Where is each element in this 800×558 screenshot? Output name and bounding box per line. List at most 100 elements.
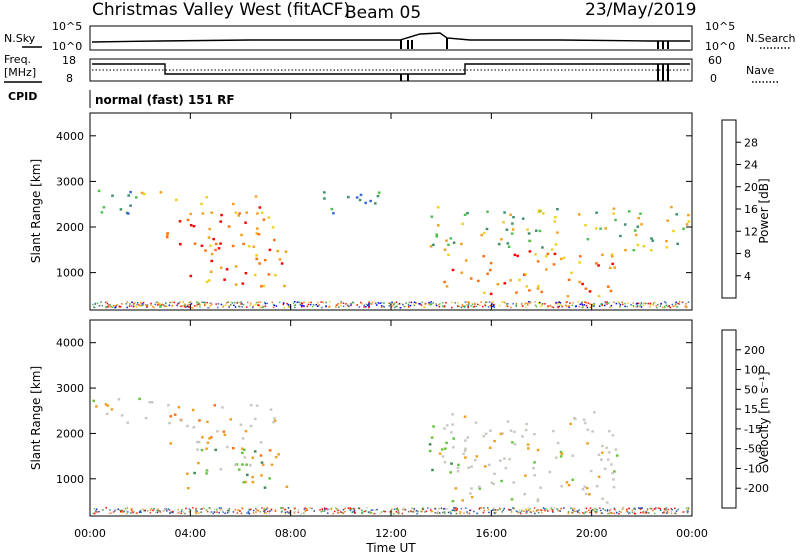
power-echo-cell [166,232,169,235]
power-echo-ground-cell [489,304,491,307]
power-echo-ground-cell [586,306,589,309]
velocity-echo-cell [260,474,263,477]
power-echo-cell [675,213,678,216]
power-echo-ground-cell [275,305,278,307]
power-echo-ground-cell [169,301,171,304]
velocity-echo-cell [559,450,563,454]
velocity-echo-ground-cell [550,507,553,509]
velocity-echo-ground-cell [446,508,448,510]
velocity-echo-ground-cell [374,512,377,515]
power-echo-cell [127,194,130,197]
velocity-echo-cell [206,441,210,444]
power-colorbar-label: Power [dB] [757,178,771,243]
power-echo-cell [273,238,276,242]
velocity-echo-cell [167,404,170,407]
velocity-echo-ground-cell [585,507,588,510]
velocity-echo-ground-cell [570,507,572,509]
power-echo-ground-cell [365,306,367,308]
velocity-echo-cell [432,425,435,428]
power-echo-cell [506,242,510,245]
velocity-echo-cell [589,469,593,473]
velocity-echo-cell [612,478,615,481]
velocity-echo-cell [521,435,524,438]
power-echo-ground-cell [100,301,102,303]
velocity-echo-ground-cell [430,507,432,510]
velocity-echo-cell [585,487,589,490]
power-echo-ground-cell [208,307,211,309]
power-echo-ground-cell [541,304,543,306]
power-echo-ground-cell [649,302,652,305]
power-echo-ground-cell [565,305,568,308]
velocity-echo-ground-cell [232,511,235,513]
velocity-echo-cell [251,456,255,459]
power-echo-cell [140,191,144,195]
power-echo-ground-cell [350,304,352,306]
velocity-echo-ground-cell [525,508,527,511]
power-echo-cell [268,248,272,252]
power-echo-cell [143,192,146,196]
velocity-echo-ground-cell [578,509,580,511]
power-echo-ground-cell [363,306,365,308]
power-echo-cell [214,248,217,252]
velocity-echo-ground-cell [126,507,128,509]
velocity-echo-ground-cell [341,511,343,514]
velocity-echo-ground-cell [443,511,446,513]
velocity-echo-ground-cell [497,509,499,511]
power-echo-ground-cell [191,307,194,309]
power-echo-ground-cell [240,303,242,305]
power-echo-ground-cell [315,304,317,306]
velocity-echo-ground-cell [653,512,656,515]
velocity-echo-ground-cell [639,508,642,510]
velocity-echo-ground-cell [130,509,133,512]
power-echo-ground-cell [392,302,394,305]
power-echo-ground-cell [199,303,201,305]
power-echo-ground-cell [255,301,258,304]
power-echo-ground-cell [396,305,398,308]
power-echo-ground-cell [262,306,265,308]
velocity-echo-ground-cell [649,507,651,510]
power-echo-ground-cell [439,303,441,305]
power-echo-ground-cell [137,303,139,306]
power-echo-ground-cell [539,305,542,308]
power-echo-ground-cell [335,304,338,306]
velocity-echo-ground-cell [666,512,668,514]
velocity-echo-ground-cell [460,507,463,510]
y-tick-label: 1000 [56,267,84,280]
velocity-echo-ground-cell [96,511,98,513]
velocity-echo-ground-cell [631,509,634,512]
power-echo-cell [255,254,258,257]
velocity-echo-ground-cell [214,508,216,510]
power-echo-cell [527,232,531,235]
power-echo-cell [632,249,636,252]
velocity-echo-cell [205,469,209,472]
velocity-echo-ground-cell [300,512,303,515]
velocity-echo-ground-cell [209,511,212,514]
velocity-echo-ground-cell [593,507,596,509]
power-echo-ground-cell [155,301,157,304]
velocity-echo-cell [268,449,272,452]
velocity-echo-ground-cell [321,508,323,510]
velocity-echo-ground-cell [401,512,404,515]
power-echo-ground-cell [227,301,229,303]
power-echo-ground-cell [145,305,148,308]
power-echo-ground-cell [529,302,531,305]
power-echo-ground-cell [318,304,320,306]
power-echo-ground-cell [309,303,312,306]
power-echo-ground-cell [591,303,594,306]
velocity-echo-cell [438,452,442,455]
power-echo-cell [485,227,489,231]
velocity-echo-cell [221,406,224,409]
velocity-echo-cell [581,488,585,491]
velocity-echo-ground-cell [250,508,252,510]
power-echo-ground-cell [133,302,135,305]
velocity-echo-ground-cell [634,508,636,511]
power-echo-ground-cell [460,306,463,309]
velocity-echo-ground-cell [152,509,154,512]
power-echo-ground-cell [645,302,647,305]
power-echo-cell [509,213,512,216]
velocity-echo-cell [443,461,447,464]
power-echo-ground-cell [472,306,475,308]
velocity-echo-ground-cell [453,507,455,509]
power-echo-ground-cell [125,303,128,305]
power-echo-cell [546,252,550,256]
